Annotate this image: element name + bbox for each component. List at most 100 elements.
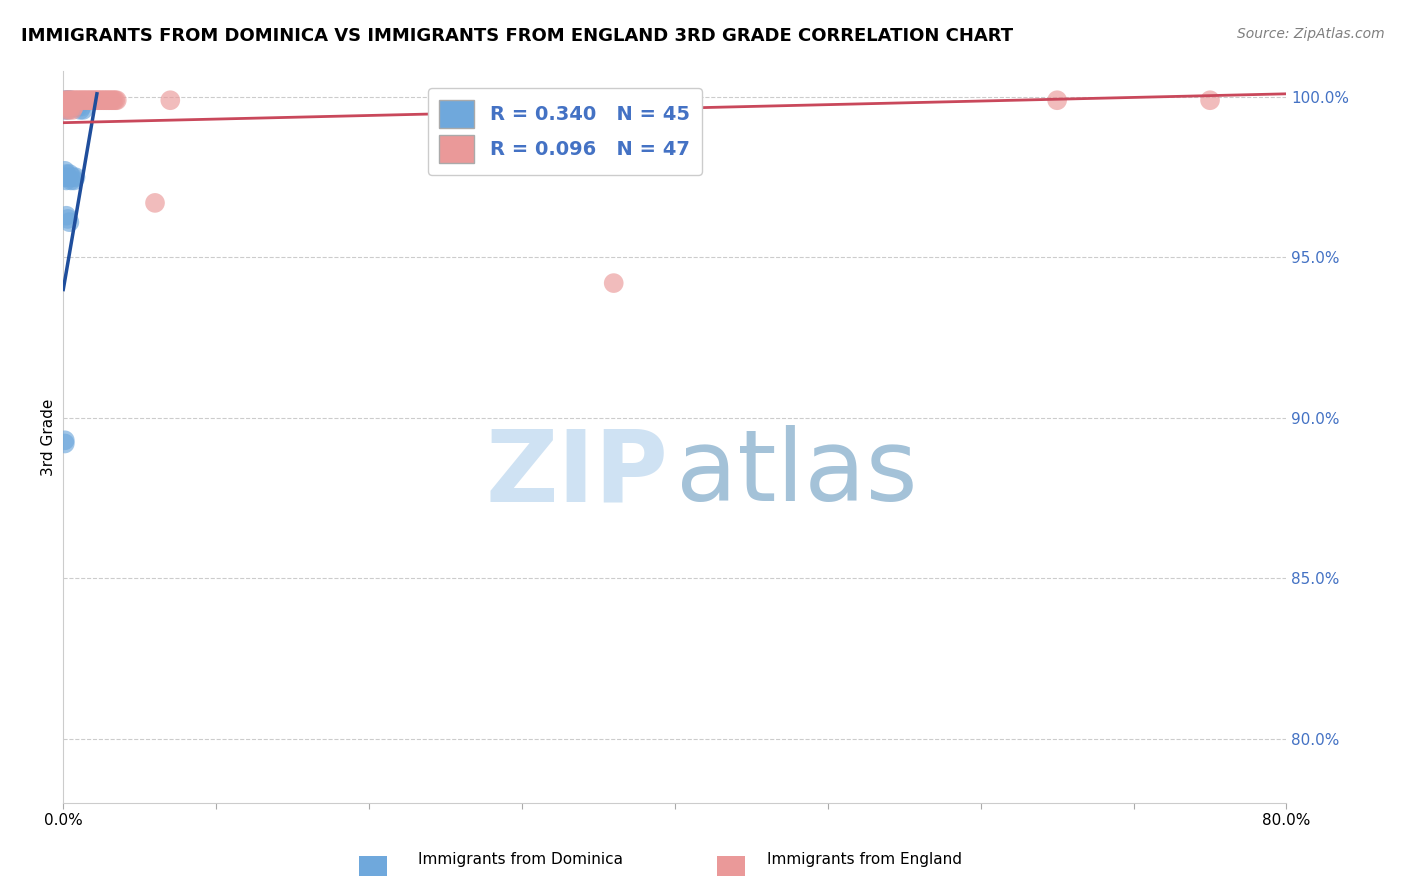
Point — [59, 100, 82, 114]
Point — [58, 100, 80, 114]
Point — [1199, 93, 1222, 107]
Point — [72, 103, 94, 117]
Point — [56, 211, 79, 226]
Text: IMMIGRANTS FROM DOMINICA VS IMMIGRANTS FROM ENGLAND 3RD GRADE CORRELATION CHART: IMMIGRANTS FROM DOMINICA VS IMMIGRANTS F… — [21, 27, 1014, 45]
Point — [62, 96, 84, 111]
Point — [67, 93, 90, 107]
Point — [63, 96, 86, 111]
Point — [90, 93, 112, 107]
Point — [59, 100, 82, 114]
Point — [97, 93, 120, 107]
Point — [1046, 93, 1069, 107]
Point — [89, 93, 111, 107]
Point — [91, 93, 114, 107]
Point — [67, 100, 90, 114]
Point — [77, 93, 100, 107]
Point — [63, 173, 86, 187]
Point — [55, 173, 77, 187]
Point — [65, 93, 87, 107]
Point — [55, 209, 77, 223]
Point — [58, 103, 80, 117]
Text: Source: ZipAtlas.com: Source: ZipAtlas.com — [1237, 27, 1385, 41]
Point — [53, 93, 76, 107]
Point — [58, 96, 80, 111]
Point — [82, 93, 104, 107]
Point — [56, 170, 79, 185]
Point — [67, 96, 90, 111]
Point — [56, 100, 79, 114]
Point — [98, 93, 121, 107]
Point — [70, 93, 93, 107]
Point — [55, 96, 77, 111]
Point — [53, 436, 76, 450]
Point — [104, 93, 127, 107]
Point — [62, 170, 84, 185]
Point — [58, 93, 80, 107]
Point — [65, 96, 87, 111]
Point — [66, 93, 89, 107]
Point — [63, 100, 86, 114]
Point — [58, 93, 80, 107]
Point — [59, 96, 82, 111]
Text: atlas: atlas — [676, 425, 918, 522]
Point — [80, 93, 103, 107]
Point — [55, 100, 77, 114]
Point — [56, 103, 79, 117]
Point — [53, 163, 76, 178]
Point — [101, 93, 124, 107]
Point — [603, 276, 626, 290]
Point — [75, 93, 97, 107]
Point — [100, 93, 122, 107]
Point — [53, 93, 76, 107]
Point — [58, 215, 80, 229]
Point — [55, 167, 77, 181]
Point — [103, 93, 125, 107]
Point — [55, 103, 77, 117]
Point — [65, 100, 87, 114]
Point — [53, 100, 76, 114]
Point — [59, 173, 82, 187]
Point — [84, 93, 107, 107]
Point — [58, 167, 80, 181]
Point — [62, 100, 84, 114]
Text: Immigrants from England: Immigrants from England — [768, 852, 962, 867]
Point — [72, 93, 94, 107]
Point — [94, 93, 117, 107]
Point — [53, 434, 76, 448]
Legend: R = 0.340   N = 45, R = 0.096   N = 47: R = 0.340 N = 45, R = 0.096 N = 47 — [427, 88, 702, 175]
Point — [59, 93, 82, 107]
Point — [159, 93, 181, 107]
Point — [87, 93, 110, 107]
Point — [53, 103, 76, 117]
Point — [55, 93, 77, 107]
Point — [53, 170, 76, 185]
Point — [56, 96, 79, 111]
Point — [56, 100, 79, 114]
Text: Immigrants from Dominica: Immigrants from Dominica — [418, 852, 623, 867]
Point — [63, 100, 86, 114]
Y-axis label: 3rd Grade: 3rd Grade — [41, 399, 56, 475]
Point — [56, 93, 79, 107]
Point — [66, 100, 89, 114]
Point — [73, 93, 96, 107]
Point — [66, 96, 89, 111]
Point — [105, 93, 128, 107]
Text: ZIP: ZIP — [485, 425, 668, 522]
Point — [76, 93, 98, 107]
Point — [53, 100, 76, 114]
Point — [83, 93, 105, 107]
Point — [56, 93, 79, 107]
Point — [62, 93, 84, 107]
Point — [63, 93, 86, 107]
Point — [62, 103, 84, 117]
Point — [86, 93, 108, 107]
Point — [59, 93, 82, 107]
Point — [69, 103, 91, 117]
Point — [55, 93, 77, 107]
Point — [93, 93, 115, 107]
Point — [69, 93, 91, 107]
Point — [65, 170, 87, 185]
Point — [53, 96, 76, 111]
Point — [70, 100, 93, 114]
Point — [143, 195, 166, 210]
